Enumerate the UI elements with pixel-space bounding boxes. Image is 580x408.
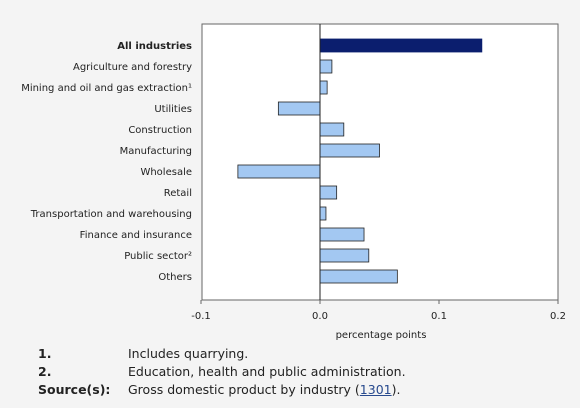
source-line: Source(s): Gross domestic product by ind… [38,381,568,399]
footnote-1: 1. Includes quarrying. [38,345,568,363]
bar-0 [319,38,483,53]
bar-11 [319,269,398,284]
x-tick-label-2: 0.1 [431,311,447,322]
category-label-8: Transportation and warehousing [30,209,192,220]
category-label-9: Finance and insurance [80,230,192,241]
bar-8 [319,206,327,221]
footnote-2-key: 2. [38,364,52,379]
footnotes: 1. Includes quarrying. 2. Education, hea… [38,345,568,399]
x-axis-ticks: -0.1 0.0 0.1 0.2 [191,300,566,322]
bar-6 [237,164,321,179]
category-label-5: Manufacturing [120,146,192,157]
bar-1 [319,59,333,74]
x-tick-label-1: 0.0 [312,311,328,322]
bar-chart: All industries Agriculture and forestry Mi… [21,23,566,341]
category-label-4: Construction [128,125,192,136]
bar-4 [319,122,345,137]
source-text-before: Gross domestic product by industry ( [128,382,360,397]
category-labels: All industries Agriculture and forestry Mi… [21,41,192,283]
x-tick-label-3: 0.2 [550,311,566,322]
source-text-after: ). [391,382,401,397]
x-tick-label-0: -0.1 [191,311,211,322]
x-axis-title: percentage points [336,330,427,341]
bar-3 [277,101,321,116]
category-label-2: Mining and oil and gas extraction¹ [21,83,192,94]
category-label-1: Agriculture and forestry [73,62,192,73]
category-label-11: Others [158,272,192,283]
source-text: Gross domestic product by industry (1301… [128,381,568,399]
footnote-1-text: Includes quarrying. [128,346,249,361]
plot-area [201,23,559,301]
category-label-6: Wholesale [140,167,192,178]
footnote-1-key: 1. [38,346,52,361]
bar-9 [319,227,365,242]
category-label-0: All industries [117,41,192,52]
category-label-3: Utilities [154,104,192,115]
bar-10 [319,248,370,263]
source-key: Source(s): [38,382,111,397]
bar-5 [319,143,380,158]
category-label-7: Retail [164,188,192,199]
footnote-2-text: Education, health and public administrat… [128,364,406,379]
category-label-10: Public sector² [124,251,192,262]
footnote-2: 2. Education, health and public administ… [38,363,568,381]
source-table-link[interactable]: 1301 [359,382,392,397]
bar-2 [319,80,328,95]
chart-area: All industries Agriculture and forestry Mi… [21,23,566,341]
bar-7 [319,185,338,200]
bars-group [237,38,483,284]
